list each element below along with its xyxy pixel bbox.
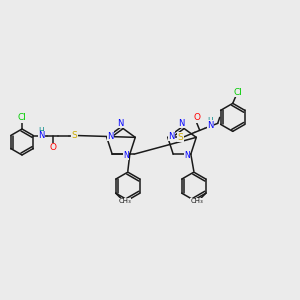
Text: N: N	[123, 151, 129, 160]
Text: O: O	[49, 143, 56, 152]
Text: N: N	[117, 118, 123, 127]
Text: N: N	[207, 121, 213, 130]
Text: Cl: Cl	[18, 113, 26, 122]
Text: CH₃: CH₃	[118, 198, 131, 204]
Text: O: O	[193, 113, 200, 122]
Text: N: N	[184, 151, 190, 160]
Text: S: S	[71, 131, 77, 140]
Text: H: H	[38, 128, 44, 136]
Text: H: H	[207, 117, 213, 126]
Text: N: N	[107, 132, 114, 141]
Text: N: N	[178, 118, 184, 127]
Text: S: S	[178, 133, 184, 142]
Text: CH₃: CH₃	[190, 198, 203, 204]
Text: Cl: Cl	[233, 88, 242, 97]
Text: N: N	[169, 132, 175, 141]
Text: N: N	[38, 131, 44, 140]
